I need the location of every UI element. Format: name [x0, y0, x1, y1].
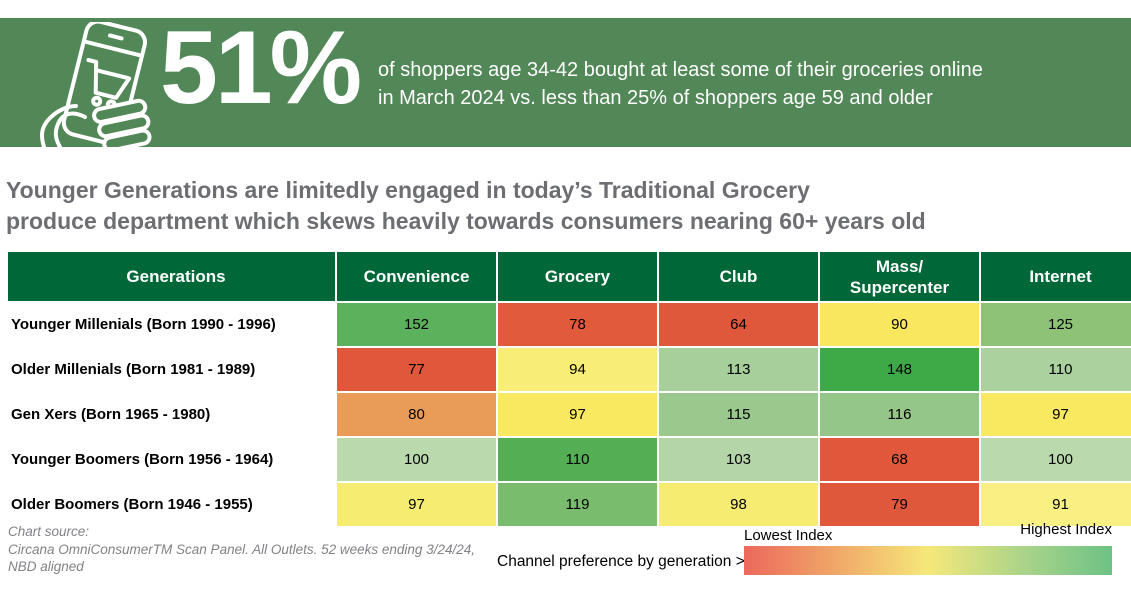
heatmap-cell: 79: [820, 483, 979, 526]
stat-percentage: 51%: [160, 10, 362, 126]
row-label: Older Boomers (Born 1946 - 1955): [8, 483, 335, 526]
column-header-club: Club: [659, 252, 818, 301]
heatmap-cell: 113: [659, 348, 818, 391]
heatmap-cell: 97: [498, 393, 657, 436]
column-header-grocery: Grocery: [498, 252, 657, 301]
heatmap-cell: 152: [337, 303, 496, 346]
source-line1: Circana OmniConsumerTM Scan Panel. All O…: [8, 541, 475, 557]
legend-gradient-bar: [744, 546, 1112, 575]
heatmap-cell: 77: [337, 348, 496, 391]
column-header-mass-supercenter: Mass/ Supercenter: [820, 252, 979, 301]
table-row: Gen Xers (Born 1965 - 1980) 80 97 115 11…: [8, 393, 1131, 436]
heatmap-cell: 115: [659, 393, 818, 436]
row-label: Gen Xers (Born 1965 - 1980): [8, 393, 335, 436]
table-row: Younger Millenials (Born 1990 - 1996) 15…: [8, 303, 1131, 346]
row-label: Older Millenials (Born 1981 - 1989): [8, 348, 335, 391]
heatmap-cell: 91: [981, 483, 1131, 526]
legend-lowest-label: Lowest Index: [744, 527, 833, 544]
row-label: Younger Millenials (Born 1990 - 1996): [8, 303, 335, 346]
heatmap-cell: 103: [659, 438, 818, 481]
page-title-line1: Younger Generations are limitedly engage…: [6, 177, 810, 203]
heatmap-cell: 110: [498, 438, 657, 481]
heatmap-cell: 100: [337, 438, 496, 481]
heatmap-cell: 116: [820, 393, 979, 436]
legend-caption: Channel preference by generation >: [497, 553, 745, 570]
heatmap-cell: 100: [981, 438, 1131, 481]
table-header-row: Generations Convenience Grocery Club Mas…: [8, 252, 1131, 301]
table-row: Older Millenials (Born 1981 - 1989) 77 9…: [8, 348, 1131, 391]
heatmap-cell: 80: [337, 393, 496, 436]
legend-highest-label: Highest Index: [1020, 521, 1112, 538]
stat-description: of shoppers age 34-42 bought at least so…: [378, 56, 983, 112]
heatmap-cell: 125: [981, 303, 1131, 346]
generation-channel-heatmap: Generations Convenience Grocery Club Mas…: [6, 250, 1131, 528]
heatmap-cell: 64: [659, 303, 818, 346]
stat-banner: 51% of shoppers age 34-42 bought at leas…: [0, 10, 1131, 147]
heatmap-cell: 97: [337, 483, 496, 526]
heatmap-cell: 148: [820, 348, 979, 391]
table-row: Younger Boomers (Born 1956 - 1964) 100 1…: [8, 438, 1131, 481]
heatmap-cell: 119: [498, 483, 657, 526]
source-label: Chart source:: [8, 524, 90, 539]
column-header-internet: Internet: [981, 252, 1131, 301]
chart-source-note: Chart source: Circana OmniConsumerTM Sca…: [8, 523, 475, 576]
source-line2: NBD aligned: [8, 559, 84, 574]
column-header-generations: Generations: [8, 252, 335, 301]
column-header-convenience: Convenience: [337, 252, 496, 301]
table-row: Older Boomers (Born 1946 - 1955) 97 119 …: [8, 483, 1131, 526]
heatmap-cell: 98: [659, 483, 818, 526]
stat-description-line1: of shoppers age 34-42 bought at least so…: [378, 59, 983, 81]
page-title: Younger Generations are limitedly engage…: [6, 175, 926, 237]
heatmap-cell: 94: [498, 348, 657, 391]
heatmap-cell: 97: [981, 393, 1131, 436]
page-title-line2: produce department which skews heavily t…: [6, 208, 926, 234]
stat-description-line2: in March 2024 vs. less than 25% of shopp…: [378, 87, 933, 109]
heatmap-cell: 110: [981, 348, 1131, 391]
heatmap-cell: 68: [820, 438, 979, 481]
heatmap-cell: 90: [820, 303, 979, 346]
heatmap-cell: 78: [498, 303, 657, 346]
hand-holding-phone-with-cart-icon: [40, 22, 152, 147]
row-label: Younger Boomers (Born 1956 - 1964): [8, 438, 335, 481]
